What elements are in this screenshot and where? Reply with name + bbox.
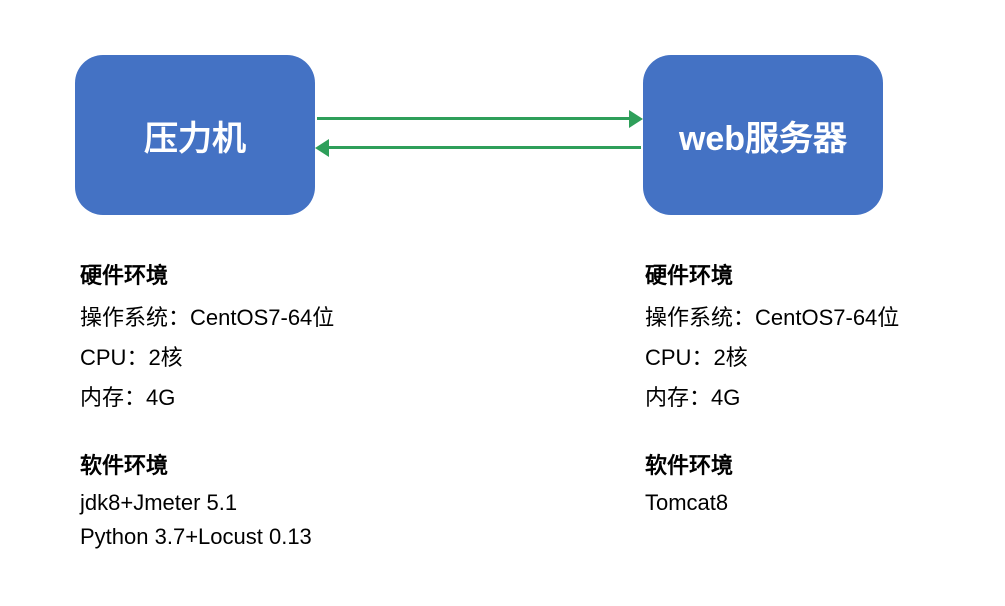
spec-left-hardware-heading: 硬件环境 [80,258,334,290]
spec-left-software: 软件环境 jdk8+Jmeter 5.1 Python 3.7+Locust 0… [80,448,312,558]
node-load-generator-label: 压力机 [144,111,246,160]
spec-right-hardware-heading: 硬件环境 [645,258,899,290]
spec-left-software-heading: 软件环境 [80,448,312,480]
spec-left-hardware: 硬件环境 操作系统：CentOS7-64位 CPU：2核 内存：4G [80,258,334,420]
spec-line: 操作系统：CentOS7-64位 [645,300,899,332]
arrow-right-head-icon [629,110,643,128]
spec-line: Python 3.7+Locust 0.13 [80,524,312,550]
node-web-server: web服务器 [643,55,883,215]
spec-line: CPU：2核 [80,340,334,372]
spec-right-hardware: 硬件环境 操作系统：CentOS7-64位 CPU：2核 内存：4G [645,258,899,420]
arrow-left-head-icon [315,139,329,157]
arrow-left-line [328,146,641,149]
spec-line: 操作系统：CentOS7-64位 [80,300,334,332]
spec-right-software-heading: 软件环境 [645,448,733,480]
arrow-right-line [317,117,630,120]
spec-line: jdk8+Jmeter 5.1 [80,490,312,516]
spec-line: Tomcat8 [645,490,733,516]
spec-right-software: 软件环境 Tomcat8 [645,448,733,524]
node-load-generator: 压力机 [75,55,315,215]
spec-line: 内存：4G [80,380,334,412]
spec-line: CPU：2核 [645,340,899,372]
node-web-server-label: web服务器 [679,111,847,160]
spec-line: 内存：4G [645,380,899,412]
